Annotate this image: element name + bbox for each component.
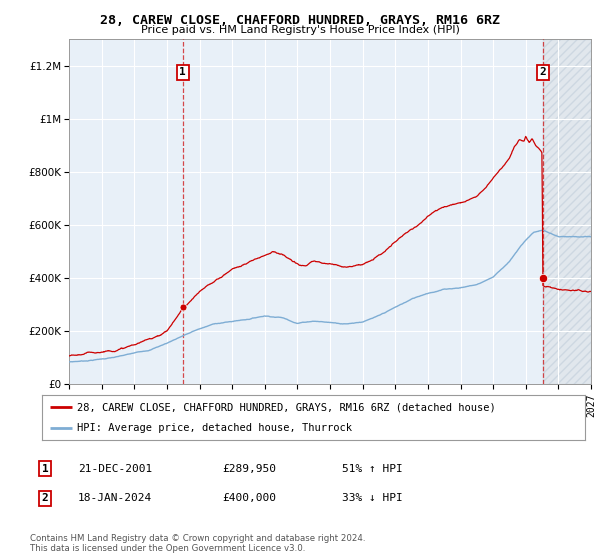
Text: 1: 1 bbox=[41, 464, 49, 474]
Text: £400,000: £400,000 bbox=[222, 493, 276, 503]
Bar bbox=[543, 39, 591, 384]
Bar bbox=[543, 39, 591, 384]
Text: £289,950: £289,950 bbox=[222, 464, 276, 474]
Text: 18-JAN-2024: 18-JAN-2024 bbox=[78, 493, 152, 503]
Text: Price paid vs. HM Land Registry's House Price Index (HPI): Price paid vs. HM Land Registry's House … bbox=[140, 25, 460, 35]
Text: 51% ↑ HPI: 51% ↑ HPI bbox=[342, 464, 403, 474]
Text: 2: 2 bbox=[41, 493, 49, 503]
Text: 28, CAREW CLOSE, CHAFFORD HUNDRED, GRAYS, RM16 6RZ (detached house): 28, CAREW CLOSE, CHAFFORD HUNDRED, GRAYS… bbox=[77, 402, 496, 412]
Text: 21-DEC-2001: 21-DEC-2001 bbox=[78, 464, 152, 474]
Text: 1: 1 bbox=[179, 67, 186, 77]
Text: 28, CAREW CLOSE, CHAFFORD HUNDRED, GRAYS, RM16 6RZ: 28, CAREW CLOSE, CHAFFORD HUNDRED, GRAYS… bbox=[100, 14, 500, 27]
Text: Contains HM Land Registry data © Crown copyright and database right 2024.
This d: Contains HM Land Registry data © Crown c… bbox=[30, 534, 365, 553]
Text: 33% ↓ HPI: 33% ↓ HPI bbox=[342, 493, 403, 503]
Text: 2: 2 bbox=[539, 67, 546, 77]
Text: HPI: Average price, detached house, Thurrock: HPI: Average price, detached house, Thur… bbox=[77, 423, 352, 433]
